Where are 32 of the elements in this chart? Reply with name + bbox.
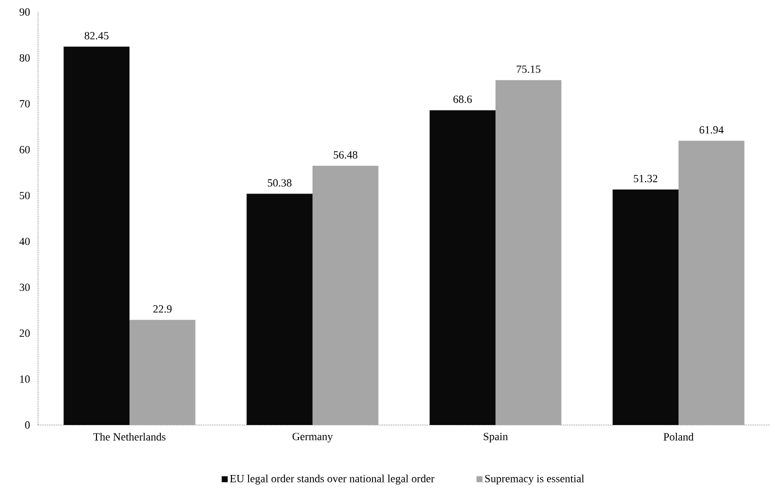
data-label: 22.9 — [153, 305, 172, 313]
data-label: 82.45 — [84, 32, 108, 40]
x-tick-label: Spain — [484, 432, 508, 442]
y-tick-label: 40 — [19, 238, 30, 246]
data-label: 51.32 — [634, 174, 658, 182]
data-label: 56.48 — [334, 151, 358, 159]
bar — [678, 140, 744, 425]
y-tick-label: 20 — [20, 330, 30, 337]
legend-label: EU legal order stands over national legal order — [230, 474, 434, 485]
y-tick-label: 10 — [20, 375, 30, 383]
bar — [612, 189, 679, 425]
bar — [496, 80, 562, 425]
bar — [246, 194, 313, 425]
x-tick-label: The Netherlands — [93, 432, 166, 441]
legend-label: Supremacy is essential — [485, 474, 584, 485]
y-tick-label: 60 — [20, 146, 30, 154]
bar — [130, 320, 196, 425]
data-label: 75.15 — [516, 66, 540, 73]
data-label: 50.38 — [268, 179, 292, 187]
y-tick-label: 90 — [20, 8, 30, 16]
x-tick-label: Poland — [664, 432, 694, 441]
data-label: 68.6 — [453, 96, 472, 103]
y-tick-label: 30 — [20, 284, 30, 292]
y-tick-label: 80 — [20, 54, 30, 62]
bar — [430, 110, 496, 425]
bar — [312, 166, 378, 425]
y-tick-label: 50 — [20, 192, 30, 200]
data-label: 61.94 — [700, 126, 724, 134]
bar — [64, 46, 130, 425]
y-tick-label: 0 — [25, 421, 30, 429]
y-tick-label: 70 — [20, 100, 30, 108]
x-tick-label: Germany — [292, 432, 333, 442]
